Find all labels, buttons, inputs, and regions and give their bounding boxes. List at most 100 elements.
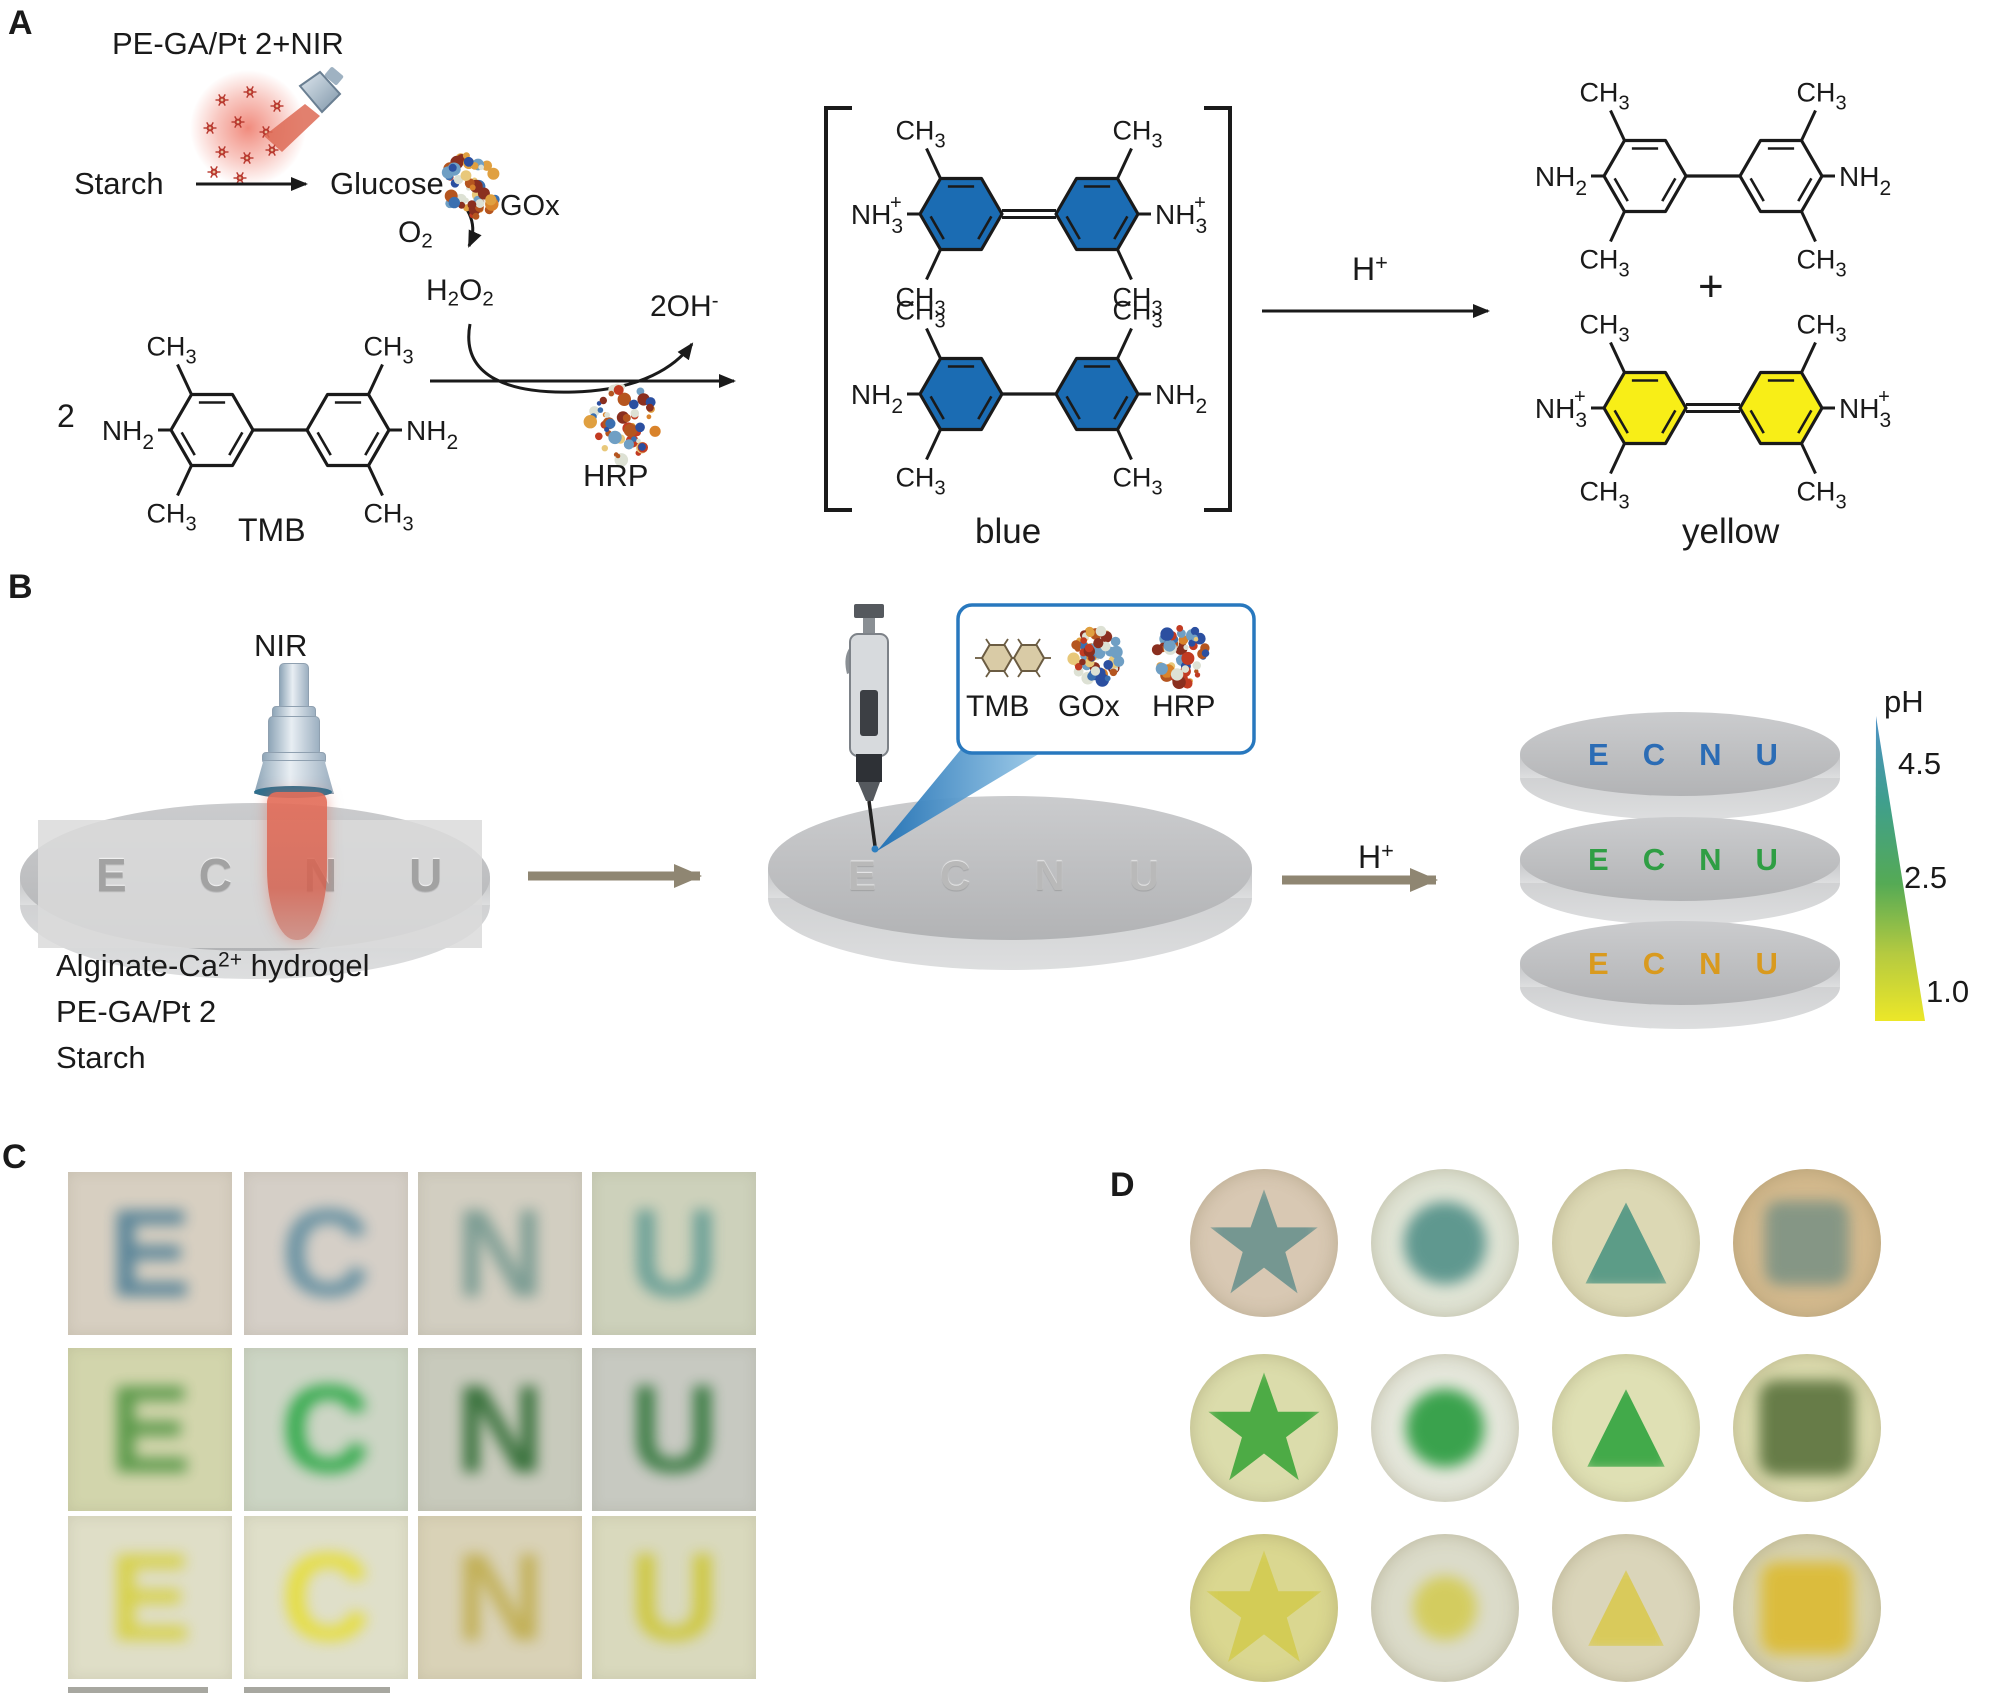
starch-label: Starch	[74, 166, 164, 201]
amine-label: NH3+	[1155, 192, 1207, 238]
benzene-ring	[1602, 138, 1688, 214]
methyl-label: CH3	[1796, 245, 1846, 282]
callout-gox-icon	[1067, 625, 1125, 687]
diffused-letter: C	[281, 1528, 371, 1667]
amine-label: NH2	[1839, 161, 1891, 200]
photo-tile-green-E: E	[68, 1348, 232, 1511]
ecnu-letter: C	[940, 852, 971, 899]
diffused-letter: N	[455, 1360, 545, 1499]
methyl-label: CH3	[1796, 477, 1846, 514]
nanoparticle-icon	[243, 86, 257, 98]
tmb-molecule-icon	[975, 638, 1051, 678]
panel-c-label: C	[2, 1138, 27, 1176]
hrp-enzyme-icon	[583, 383, 661, 467]
methyl-label: CH3	[895, 116, 945, 153]
photo-disc-blue-triangle	[1552, 1169, 1700, 1317]
amine-label: NH2	[406, 415, 458, 454]
pipette-icon	[845, 604, 889, 853]
h-plus-label-a: H+	[1352, 250, 1388, 288]
diffused-letter: E	[108, 1184, 192, 1323]
circle-shape	[1404, 1202, 1486, 1284]
square-shape	[1761, 1562, 1853, 1654]
methyl-label: CH3	[1112, 116, 1162, 153]
diffused-letter: N	[455, 1528, 545, 1667]
oh-sup: -	[711, 290, 719, 312]
hrp-label: HRP	[583, 458, 649, 493]
tmb-label: TMB	[238, 512, 306, 548]
photo-disc-green-star	[1190, 1354, 1338, 1502]
amine-label: NH3+	[851, 192, 903, 238]
ecnu-letter: E	[1588, 946, 1609, 981]
photo-disc-blue-star	[1190, 1169, 1338, 1317]
laser-tube	[279, 663, 309, 711]
o2-sub: 2	[421, 230, 433, 253]
oh-base: 2OH	[650, 290, 712, 324]
benzene-ring	[169, 392, 255, 468]
laser-connector	[324, 67, 344, 85]
diffused-letter: C	[281, 1360, 371, 1499]
ecnu-letter: U	[1755, 842, 1778, 877]
ecnu-letter: N	[1034, 852, 1065, 899]
methyl-label: CH3	[1112, 283, 1162, 320]
benzene-ring	[1054, 176, 1140, 252]
nanoparticle-icon	[231, 116, 245, 128]
hydrogel-disc	[768, 796, 1252, 970]
callout-tmb-label: TMB	[966, 690, 1030, 723]
amine-label: NH3+	[1839, 386, 1891, 432]
o2-base: O	[398, 216, 422, 249]
ecnu-letter: C	[198, 849, 232, 901]
nanoparticle-icon	[265, 144, 279, 156]
structure-product-diamine: NH2 NH2 CH3 CH3 CH3 CH3	[1535, 78, 1891, 282]
nanoparticle-icon	[240, 152, 254, 164]
diffused-letter: E	[108, 1528, 192, 1667]
photo-disc-blue-square	[1733, 1169, 1881, 1317]
ecnu-letter: U	[1755, 946, 1778, 981]
photo-disc-blue-circle	[1371, 1169, 1519, 1317]
benzene-ring	[1738, 370, 1824, 446]
ecnu-letter: C	[1642, 737, 1666, 772]
structure-tmb-reactant: NH2 NH2 CH3 CH3 CH3 CH3	[102, 332, 458, 536]
methyl-label: CH3	[1112, 296, 1162, 333]
h2o2-s1: 2	[447, 288, 460, 311]
nir-beam	[267, 792, 327, 940]
photo-disc-green-square	[1733, 1354, 1881, 1502]
methyl-label: CH3	[146, 499, 196, 536]
cropped-photo-edge-2	[244, 1687, 390, 1693]
diffused-letter: C	[281, 1184, 371, 1323]
methyl-label: CH3	[895, 463, 945, 500]
nanoparticle-icon	[203, 122, 217, 134]
bracket-left	[824, 106, 852, 512]
h-plus-base: H	[1352, 250, 1376, 287]
photo-tile-green-U: U	[592, 1348, 756, 1511]
bracket-right	[1204, 106, 1232, 512]
ecnu-letter: N	[1699, 946, 1722, 981]
structure-charge-transfer-complex-top: NH3+ NH3+ CH3 CH3 CH3 CH3	[851, 116, 1207, 320]
panel-a-title: PE-GA/Pt 2+NIR	[112, 26, 344, 61]
panel-d-label: D	[1110, 1166, 1135, 1204]
square-shape	[1765, 1201, 1849, 1285]
droplet-icon	[871, 845, 879, 853]
ecnu-letter: E	[1588, 737, 1609, 772]
enzyme-blobs	[441, 152, 1210, 689]
complex-brackets	[824, 106, 1232, 512]
ph-gradient-wedge	[1875, 716, 1925, 1021]
hydrogel-disc	[1520, 817, 1840, 925]
ecnu-letter: C	[1642, 946, 1666, 981]
methyl-label: CH3	[1579, 310, 1629, 347]
gox-enzyme-icon	[441, 152, 500, 220]
ph-tick-25: 2.5	[1904, 860, 1948, 895]
panel-a-label: A	[8, 4, 33, 42]
nanoparticle-icon	[259, 126, 273, 138]
star-shape	[1208, 1372, 1320, 1481]
hydrogel-disc	[1520, 921, 1840, 1029]
methyl-label: CH3	[1796, 310, 1846, 347]
photo-tile-green-N: N	[418, 1348, 582, 1511]
glucose-label: Glucose	[330, 166, 444, 201]
ecnu-letter: U	[1755, 737, 1778, 772]
nir-laser-glow-icon	[190, 67, 344, 186]
gox-label: GOx	[500, 190, 560, 222]
